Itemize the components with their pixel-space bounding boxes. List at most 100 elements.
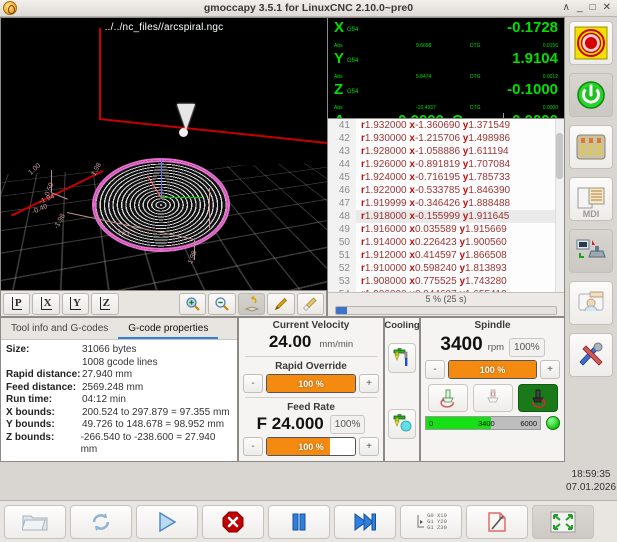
flood-coolant-button[interactable] [388,343,416,373]
gcode-property-value: 27.940 mm [82,369,133,380]
zoom-in-button[interactable] [179,292,207,315]
gcode-line-number: 42 [328,132,356,145]
dro-axis-y[interactable]: Y G54 1.9104 [332,50,560,74]
step-program-button[interactable] [334,504,396,539]
gcode-line-text: r1.928000 x-1.058886 y1.611194 [361,146,509,157]
gcode-line[interactable]: 49 r1.916000 x0.035589 y1.915669 [328,223,564,236]
view-y-button[interactable]: Y [61,292,90,315]
gcode-property-row: Rapid distance: 27.940 mm [6,369,232,382]
spindle-stop-button[interactable]: 0 [472,384,513,412]
rapid-override-slider[interactable]: 100 % [266,374,356,393]
shade-button[interactable]: ∧ [562,2,570,13]
manual-mode-button[interactable] [569,125,613,169]
dro-x-abs-label: Abs [334,43,343,49]
gcode-property-row: Run time: 04:12 min [6,394,232,407]
dro-z-dtg-value: 0.0000 [542,105,558,111]
close-button[interactable]: ✕ [602,2,611,13]
clear-plot-button[interactable] [237,292,266,315]
gcode-line[interactable]: 41 r1.932000 x-1.360690 y1.371549 [328,119,564,132]
auto-mode-button[interactable] [569,229,613,273]
edit-program-button[interactable] [466,504,528,539]
view-x-button[interactable]: X [32,292,60,315]
mdi-mode-button[interactable]: MDI [569,177,613,221]
feed-rate-row: F 24.000 100% [239,413,383,435]
gcode-line-number: 43 [328,145,356,158]
spindle-ccw-button[interactable] [427,384,468,412]
user-tabs-button[interactable] [569,281,613,325]
open-file-button[interactable] [4,504,66,539]
gcode-property-value: 04:12 min [82,394,126,405]
gcode-line-text: r1.906000 x0.944697 y1.655410 [356,289,507,292]
gcode-scrollbar[interactable] [555,119,564,292]
rapid-plus-button[interactable]: + [359,374,379,393]
fullsize-preview-button[interactable] [532,504,594,539]
tab-gcode-properties[interactable]: G-code properties [118,318,219,339]
minimize-button[interactable]: _ [577,2,583,13]
dro-z-system: G54 [347,89,359,95]
divider-2 [245,397,377,398]
pause-program-button[interactable] [268,504,330,539]
dro-y-dtg-label: DTG [470,74,481,80]
folder-icon [22,515,48,530]
feed-plus-button[interactable]: + [359,437,379,456]
feed-override-slider[interactable]: 100 % [266,437,356,456]
flood-coolant-icon [393,348,408,366]
gcode-line[interactable]: 54r1.906000 x0.944697 y1.655410 [328,288,564,292]
gcode-listing[interactable]: 41 r1.932000 x-1.360690 y1.371549 42 r1.930… [328,118,564,292]
block-view-lines: G0 X10 G1 Y20 G1 Z30 [427,512,447,531]
gcode-preview[interactable]: ../../nc_files//arcspiral.ngc [0,17,327,291]
estop-button[interactable] [569,21,613,65]
mist-coolant-button[interactable] [388,409,416,439]
spindle-override-box[interactable]: 100% [509,338,545,357]
gcode-line[interactable]: 43 r1.928000 x-1.058886 y1.611194 [328,145,564,158]
current-velocity-value: 24.00 [268,332,312,351]
feed-percent-box[interactable]: 100% [329,414,366,434]
edit-gcode-button[interactable] [267,292,295,315]
view-z-button[interactable]: Z [91,292,119,315]
spindle-minus-button[interactable]: - [425,360,445,379]
gcode-line-text: r1.908000 x0.775525 y1.743280 [361,276,507,287]
gcode-line-number: 48 [328,210,356,223]
view-p-button[interactable]: P [3,292,31,315]
title-bar: gmoccapy 3.5.1 for LinuxCNC 2.10.0~pre0 … [0,0,617,17]
gcode-line-text: r1.932000 x-1.360690 y1.371549 [361,120,511,131]
stop-program-button[interactable] [202,504,264,539]
zoom-out-button[interactable] [208,292,236,315]
block-line-3: G1 Z30 [427,523,447,531]
rapid-minus-button[interactable]: - [243,374,263,393]
spindle-cw-button[interactable] [517,384,558,412]
spindle-rpm-value: 3400 [440,334,483,355]
gcode-line[interactable]: 53 r1.908000 x0.775525 y1.743280 [328,275,564,288]
gcode-line[interactable]: 50 r1.914000 x0.226423 y1.900560 [328,236,564,249]
dro-x-system: G54 [347,27,359,33]
gcode-property-value: 2569.248 mm [82,381,144,393]
tab-tool-info[interactable]: Tool info and G-codes [11,323,109,334]
gcode-line-text: r1.916000 x0.035589 y1.915669 [361,224,507,235]
maximize-button[interactable]: □ [589,2,596,13]
gcode-property-value: -266.540 to -238.600 = 27.940 mm [80,431,216,456]
feed-minus-button[interactable]: - [243,437,263,456]
gcode-line-number: 49 [328,223,356,236]
settings-button[interactable] [569,333,613,377]
spindle-stop-icon: 0 [486,389,499,403]
gcode-line[interactable]: 47 r1.919999 x-0.346426 y1.888488 [328,197,564,210]
spindle-override-slider[interactable]: 100 % [448,360,537,379]
dro-y-letter: Y [334,50,345,67]
clean-plot-button[interactable] [296,292,324,315]
reload-file-button[interactable] [70,504,132,539]
left-column: ../../nc_files//arcspiral.ngc [0,17,565,500]
machine-power-button[interactable] [569,73,613,117]
gcode-line[interactable]: 52 r1.910000 x0.598240 y1.813893 [328,262,564,275]
block-view-button[interactable]: G0 X10 G1 Y20 G1 Z30 [400,504,462,539]
dro-axis-x[interactable]: X G54 -0.1728 [332,19,560,43]
gcode-line[interactable]: 45 r1.924000 x-0.716195 y1.785733 [328,171,564,184]
gcode-line[interactable]: 46 r1.922000 x-0.533785 y1.846390 [328,184,564,197]
gcode-line[interactable]: 51 r1.912000 x0.414597 y1.866508 [328,249,564,262]
gcode-line[interactable]: 44 r1.926000 x-0.891819 y1.707084 [328,158,564,171]
run-program-button[interactable] [136,504,198,539]
dro-axis-z[interactable]: Z G54 -0.1000 [332,81,560,105]
gcode-scrollbar-thumb[interactable] [556,133,563,179]
spindle-plus-button[interactable]: + [540,360,560,379]
gcode-line[interactable]: 48 r1.918000 x-0.155999 y1.911645 [328,210,564,223]
gcode-line[interactable]: 42 r1.930000 x-1.215706 y1.498986 [328,132,564,145]
